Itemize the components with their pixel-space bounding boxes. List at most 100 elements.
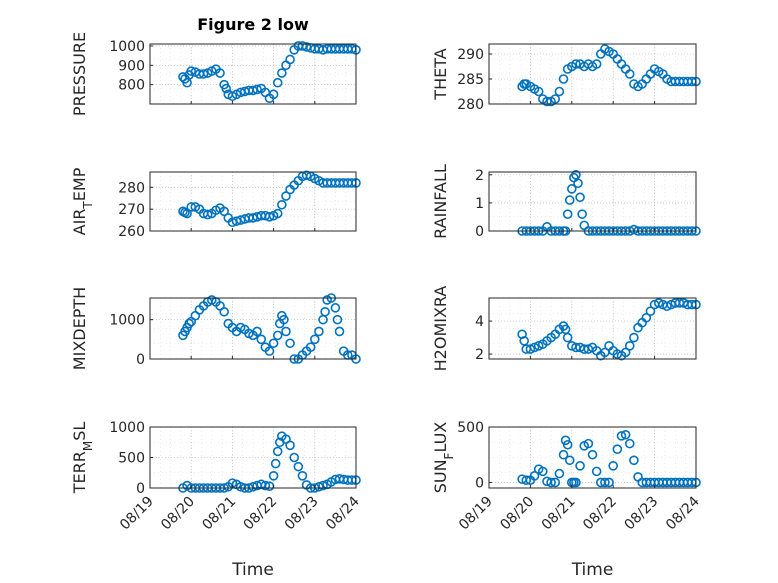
data-point [550, 94, 561, 104]
y-tick-label: 2 [475, 168, 484, 184]
y-axis-label: PRESSURE [70, 32, 89, 116]
data-point [624, 438, 635, 449]
data-point [624, 341, 635, 351]
data-point [604, 477, 614, 488]
ylabel-rest: LUX [431, 422, 450, 453]
data-point [558, 449, 569, 460]
data-point [591, 466, 602, 477]
data-point [264, 346, 275, 356]
x-axis-label: Time [571, 560, 614, 580]
y-tick-label: 280 [118, 180, 145, 196]
data-point [330, 303, 341, 313]
data-point [320, 306, 330, 317]
y-tick-label: 4 [475, 314, 484, 330]
y-axis-label: RAINFALL [431, 164, 450, 239]
data-point [529, 470, 540, 481]
data-point [517, 329, 527, 340]
data-point [612, 444, 623, 454]
ylabel-subscript: T [81, 201, 95, 210]
axes-box [149, 297, 357, 360]
subplot-pressure: 800 900 1000 PRESSURE Figure 2 low [70, 15, 361, 116]
data-point [571, 170, 581, 180]
data-point [260, 480, 271, 491]
data-point [219, 206, 229, 217]
data-point [600, 477, 610, 488]
data-point [334, 326, 345, 337]
data-point [577, 209, 587, 219]
data-point [566, 184, 577, 194]
y-tick-label: 1000 [109, 39, 145, 55]
ylabel-subscript: M [81, 441, 95, 451]
y-tick-label: 800 [118, 78, 145, 94]
data-point [219, 306, 229, 317]
data-point [538, 466, 548, 477]
data-point [270, 458, 281, 469]
y-tick-label: 290 [457, 47, 484, 63]
data-point [564, 455, 575, 466]
data-point [264, 211, 275, 222]
data-point [277, 199, 287, 210]
subplot-h2omixra: 2 4 H2OMIXRA [431, 286, 701, 371]
axes-box [488, 426, 697, 489]
y-tick-label: 280 [457, 97, 484, 113]
subplot-mixdepth: 0 1000 MIXDEPTH [70, 287, 361, 370]
y-axis-label: SUNFLUX [431, 422, 456, 494]
data-point [309, 334, 320, 345]
y-axis-label: MIXDEPTH [70, 287, 89, 370]
data-point [281, 191, 291, 201]
y-axis-label: TERRMSL [70, 422, 95, 495]
data-point [301, 170, 312, 181]
data-point [252, 326, 262, 337]
data-point [550, 477, 561, 488]
ylabel-main: TERR [70, 451, 89, 494]
data-point [289, 452, 300, 463]
data-point [314, 326, 324, 337]
data-point [608, 461, 619, 471]
subplot-air-temp: 260 270 280 AIRTEMP [70, 167, 361, 240]
data-point [285, 54, 295, 65]
subplot-theta: 280 285 290 THETA [431, 43, 701, 113]
data-point [562, 332, 573, 343]
data-point [198, 69, 209, 79]
figure-title: Figure 2 low [197, 15, 309, 34]
y-tick-label: 2 [475, 347, 484, 363]
data-point [182, 208, 192, 219]
data-point [285, 440, 295, 451]
data-point [279, 314, 289, 325]
y-tick-label: 0 [475, 475, 484, 491]
x-axis-label: Time [231, 560, 274, 580]
axes-box [149, 171, 357, 232]
y-axis-label: THETA [431, 48, 450, 100]
data-point [573, 178, 583, 189]
ylabel-rest: SL [70, 422, 89, 441]
ylabel-main: SUN [431, 459, 450, 493]
data-point [305, 342, 316, 352]
data-point [184, 318, 194, 329]
data-point [268, 338, 279, 349]
data-point [645, 306, 656, 316]
data-point [629, 455, 639, 466]
y-tick-label: 1000 [109, 313, 145, 329]
axes-box [488, 171, 697, 232]
data-point [268, 470, 279, 481]
data-point [571, 59, 581, 69]
data-point [186, 66, 196, 76]
ylabel-rest: EMP [70, 167, 89, 201]
data-point [281, 326, 291, 337]
data-point [272, 330, 283, 341]
y-tick-label: 1 [475, 196, 484, 212]
data-point [268, 89, 279, 100]
data-point [629, 332, 639, 343]
data-point [562, 209, 573, 219]
data-point [272, 208, 283, 219]
y-tick-label: 1000 [109, 420, 145, 436]
data-point [554, 468, 565, 479]
data-point [624, 69, 635, 79]
data-point [332, 314, 343, 325]
data-point [571, 477, 581, 488]
data-point [215, 68, 225, 78]
data-point [558, 74, 569, 84]
data-point [272, 77, 283, 88]
data-point [587, 449, 598, 460]
